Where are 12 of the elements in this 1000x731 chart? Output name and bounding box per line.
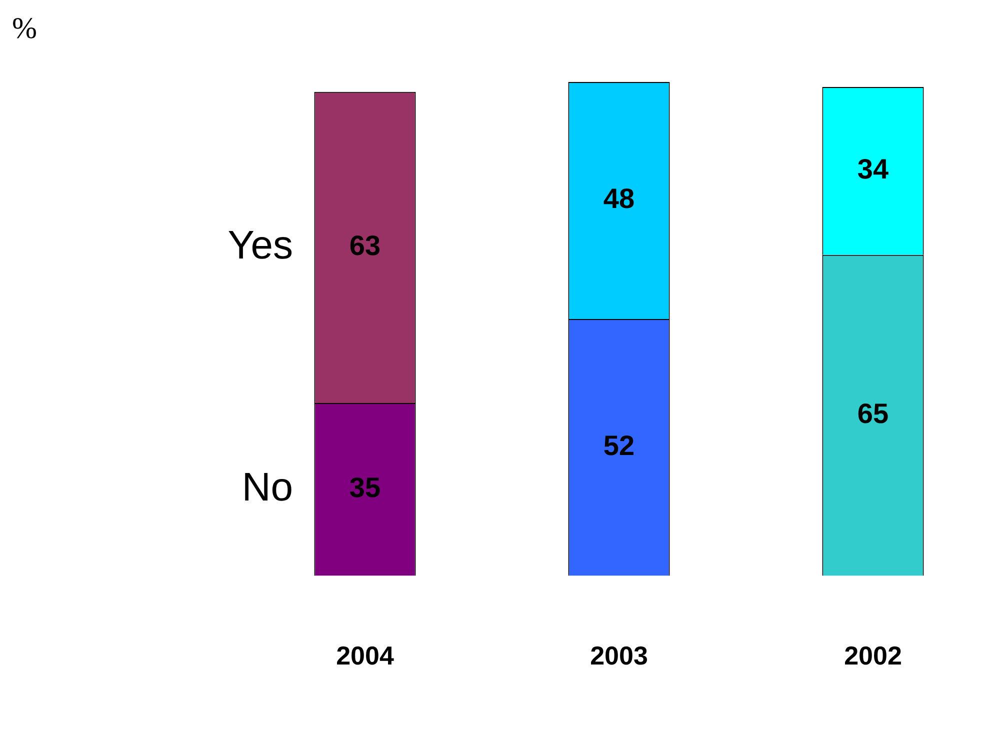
data-label: 63 [349,230,381,262]
x-tick-label: 2002 [844,640,902,671]
data-label: 52 [603,430,635,462]
data-label: 48 [603,183,635,214]
x-tick-label: 2003 [590,640,648,671]
series-label: Yes [228,223,293,268]
data-label: 34 [857,154,889,185]
x-tick-label: 2004 [336,640,394,671]
series-label: No [242,465,293,510]
text: % [12,12,37,45]
data-label: 65 [857,398,889,430]
data-label: 35 [349,472,381,504]
